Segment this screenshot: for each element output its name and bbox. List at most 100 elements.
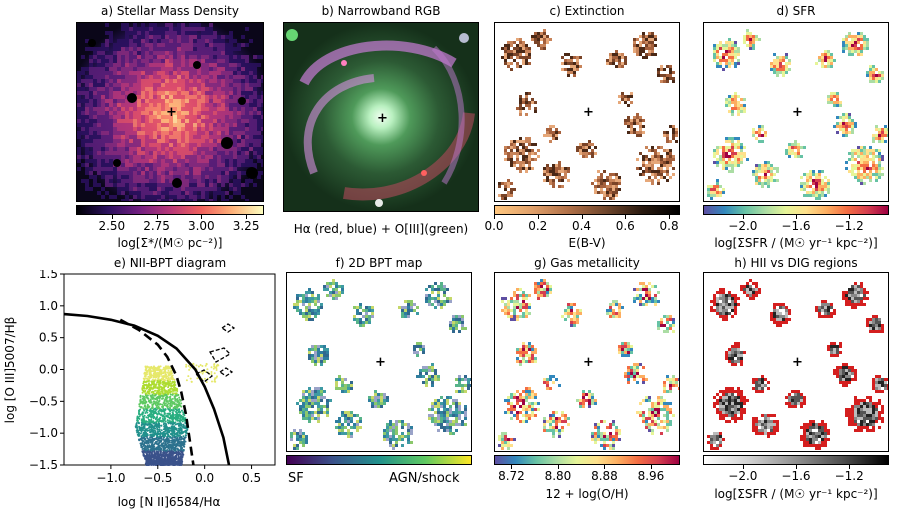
bpt-point xyxy=(156,434,159,437)
bpt-point xyxy=(186,428,189,431)
bpt-point xyxy=(149,445,152,448)
bpt-point xyxy=(142,425,145,428)
bpt-point xyxy=(163,448,166,451)
bpt-point xyxy=(180,431,183,434)
bpt-point xyxy=(166,379,169,382)
kauffmann-line xyxy=(119,318,195,466)
bpt-point xyxy=(165,375,167,378)
bpt-point xyxy=(149,431,152,433)
colorbar-tick-label: 0.4 xyxy=(571,219,592,233)
bpt-point xyxy=(215,369,218,371)
bpt-point xyxy=(146,463,149,466)
bpt-point xyxy=(157,463,160,466)
bpt-point xyxy=(174,433,177,435)
bpt-point xyxy=(178,410,181,412)
bpt-point xyxy=(145,460,148,463)
bpt-point xyxy=(145,456,148,459)
bpt-point xyxy=(158,375,161,378)
panel-f-colorbar-left-label: SF xyxy=(288,471,304,486)
colorbar-tick-label: −1.2 xyxy=(834,219,864,233)
bpt-point xyxy=(179,452,182,455)
bpt-point xyxy=(169,393,172,396)
bpt-point xyxy=(162,451,165,453)
bpt-point xyxy=(153,372,156,375)
bpt-point xyxy=(145,452,148,455)
bpt-point xyxy=(163,462,166,465)
bpt-point xyxy=(149,441,152,444)
colorbar-tick-label: 2.75 xyxy=(143,219,170,233)
bpt-point xyxy=(148,461,151,464)
narrowband-rgb-image xyxy=(284,23,478,211)
panel-a-title: a) Stellar Mass Density xyxy=(101,4,239,18)
bpt-point xyxy=(167,429,170,432)
panel-g-image: + xyxy=(494,272,681,452)
bpt-point xyxy=(163,416,166,419)
panel-e-title: e) NII-BPT diagram xyxy=(113,256,227,270)
bpt-point xyxy=(169,397,172,400)
bpt-point xyxy=(151,403,154,406)
bpt-point xyxy=(165,463,168,465)
bpt-point xyxy=(153,450,156,453)
bpt-point xyxy=(150,434,153,437)
bpt-point xyxy=(151,448,154,451)
bpt-point xyxy=(215,376,218,379)
bpt-point xyxy=(151,367,154,370)
bpt-point xyxy=(177,408,180,411)
bpt-point xyxy=(150,427,153,430)
bpt-point xyxy=(163,454,166,457)
bpt-point xyxy=(163,381,166,384)
bpt-point xyxy=(162,408,165,411)
bpt-point xyxy=(162,446,164,448)
bpt-point xyxy=(164,417,167,420)
bpt-point xyxy=(141,400,143,403)
bpt-point xyxy=(153,439,155,442)
bpt-point xyxy=(167,382,170,385)
bpt-point xyxy=(178,464,181,466)
panel-h-image: + xyxy=(703,272,890,452)
bpt-point xyxy=(165,415,168,418)
bpt-point xyxy=(162,438,165,441)
bpt-point xyxy=(154,410,157,413)
bpt-point xyxy=(159,365,162,368)
bpt-point xyxy=(164,420,167,423)
bpt-point xyxy=(171,397,174,400)
bpt-point xyxy=(155,408,158,411)
y-tick-label: 0.0 xyxy=(39,363,58,377)
bpt-point xyxy=(177,427,180,430)
bpt-point xyxy=(157,377,160,380)
bpt-point xyxy=(167,393,170,396)
bpt-point xyxy=(136,419,139,422)
bpt-point xyxy=(173,395,176,398)
hii-dig-map xyxy=(707,279,890,450)
bpt-point xyxy=(204,364,207,367)
bpt-diagram: −1.0 −0.5 0.0 0.5 −1.5−1.0−0.50.00.51.01.5 … xyxy=(3,270,276,509)
bpt-point xyxy=(152,463,155,466)
bpt-point xyxy=(177,454,180,457)
bpt-point xyxy=(171,440,174,443)
bpt-point xyxy=(141,402,144,405)
bpt-point xyxy=(139,408,141,411)
bpt-point xyxy=(176,398,179,400)
colorbar-tick-mark xyxy=(494,215,495,219)
bpt-point xyxy=(171,436,174,439)
panel-d-image: + xyxy=(703,22,890,202)
bpt-point xyxy=(152,392,155,395)
bpt-point xyxy=(149,394,152,397)
bpt-point xyxy=(176,437,179,440)
bpt-point xyxy=(150,376,153,379)
bpt-point xyxy=(157,400,160,403)
bpt-point xyxy=(147,369,150,372)
bpt-point xyxy=(146,403,149,406)
bpt-point xyxy=(155,406,158,409)
bpt-point xyxy=(179,399,182,402)
bpt-point xyxy=(153,455,156,458)
bpt-point xyxy=(165,389,167,392)
bpt-point xyxy=(168,408,171,411)
bpt-point xyxy=(169,444,171,447)
bpt-point xyxy=(156,371,159,374)
bpt-point xyxy=(149,448,152,451)
panel-f-image: + xyxy=(286,272,473,452)
bpt-point xyxy=(179,414,181,417)
bpt-point xyxy=(169,391,172,394)
bpt-point xyxy=(160,419,163,422)
